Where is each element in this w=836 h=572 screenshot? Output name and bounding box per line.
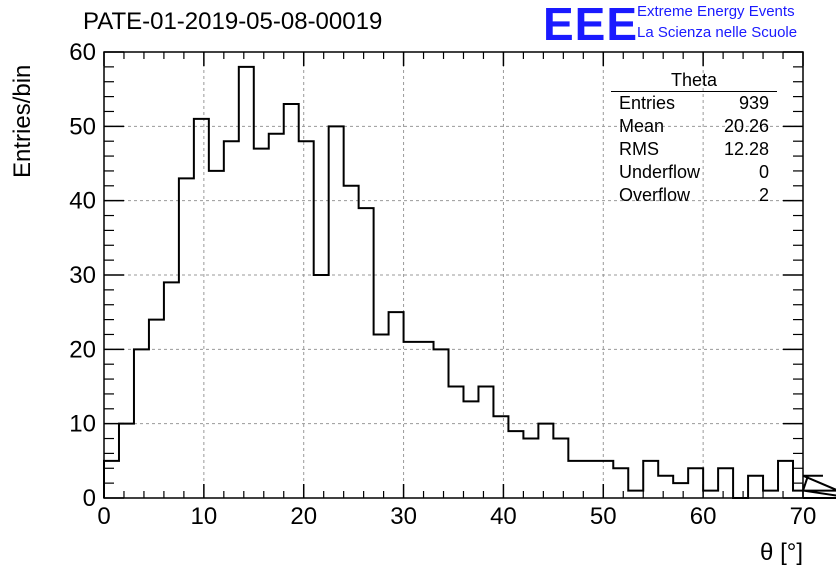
stats-row-mean: Mean 20.26: [611, 115, 777, 138]
eee-logo: EEE: [543, 0, 639, 50]
chart-title: PATE-01-2019-05-08-00019: [83, 8, 383, 35]
x-tick-label: 60: [690, 503, 717, 530]
x-tick-label: 10: [191, 503, 218, 530]
y-tick-label: 40: [69, 188, 96, 215]
stats-label: Underflow: [619, 162, 701, 182]
stats-label: RMS: [619, 139, 659, 159]
plot-frame: [103, 51, 804, 499]
stats-value: 0: [758, 162, 769, 182]
stats-row-entries: Entries 939: [611, 92, 777, 115]
stats-row-underflow: Underflow 0: [611, 161, 777, 184]
y-axis-label: Entries/bin: [9, 65, 36, 178]
x-tick-label: 30: [390, 503, 417, 530]
stats-value: 939: [738, 93, 769, 113]
stats-label: Mean: [619, 116, 665, 136]
stats-value: 12.28: [723, 139, 769, 159]
stats-title: Theta: [611, 70, 777, 92]
x-tick-label: 50: [590, 503, 617, 530]
stats-value: 20.26: [723, 116, 769, 136]
y-tick-label: 60: [69, 39, 96, 66]
grid-lines: [104, 52, 803, 498]
logo-line-1: Extreme Energy Events: [637, 3, 795, 20]
y-tick-label: 20: [69, 336, 96, 363]
y-tick-labels: 0 10 20 30 40 50 60: [69, 39, 96, 512]
y-tick-label: 50: [69, 113, 96, 140]
x-tick-label: 0: [97, 503, 110, 530]
x-tick-label: 40: [490, 503, 517, 530]
logo-line-2: La Scienza nelle Scuole: [637, 24, 798, 41]
y-tick-label: 0: [83, 485, 96, 512]
x-tick-label: 20: [290, 503, 317, 530]
x-tick-labels: 0 10 20 30 40 50 60 70: [97, 503, 816, 530]
stats-box: Theta Entries 939 Mean 20.26 RMS 12.28 U…: [611, 70, 777, 207]
stats-label: Entries: [619, 93, 676, 113]
stats-row-rms: RMS 12.28: [611, 138, 777, 161]
x-tick-label: 70: [790, 503, 817, 530]
x-axis-label: θ [°]: [760, 539, 803, 566]
stats-value: 2: [758, 185, 769, 205]
y-tick-label: 30: [69, 262, 96, 289]
stats-label: Overflow: [619, 185, 691, 205]
stats-row-overflow: Overflow 2: [611, 184, 777, 207]
y-tick-label: 10: [69, 411, 96, 438]
